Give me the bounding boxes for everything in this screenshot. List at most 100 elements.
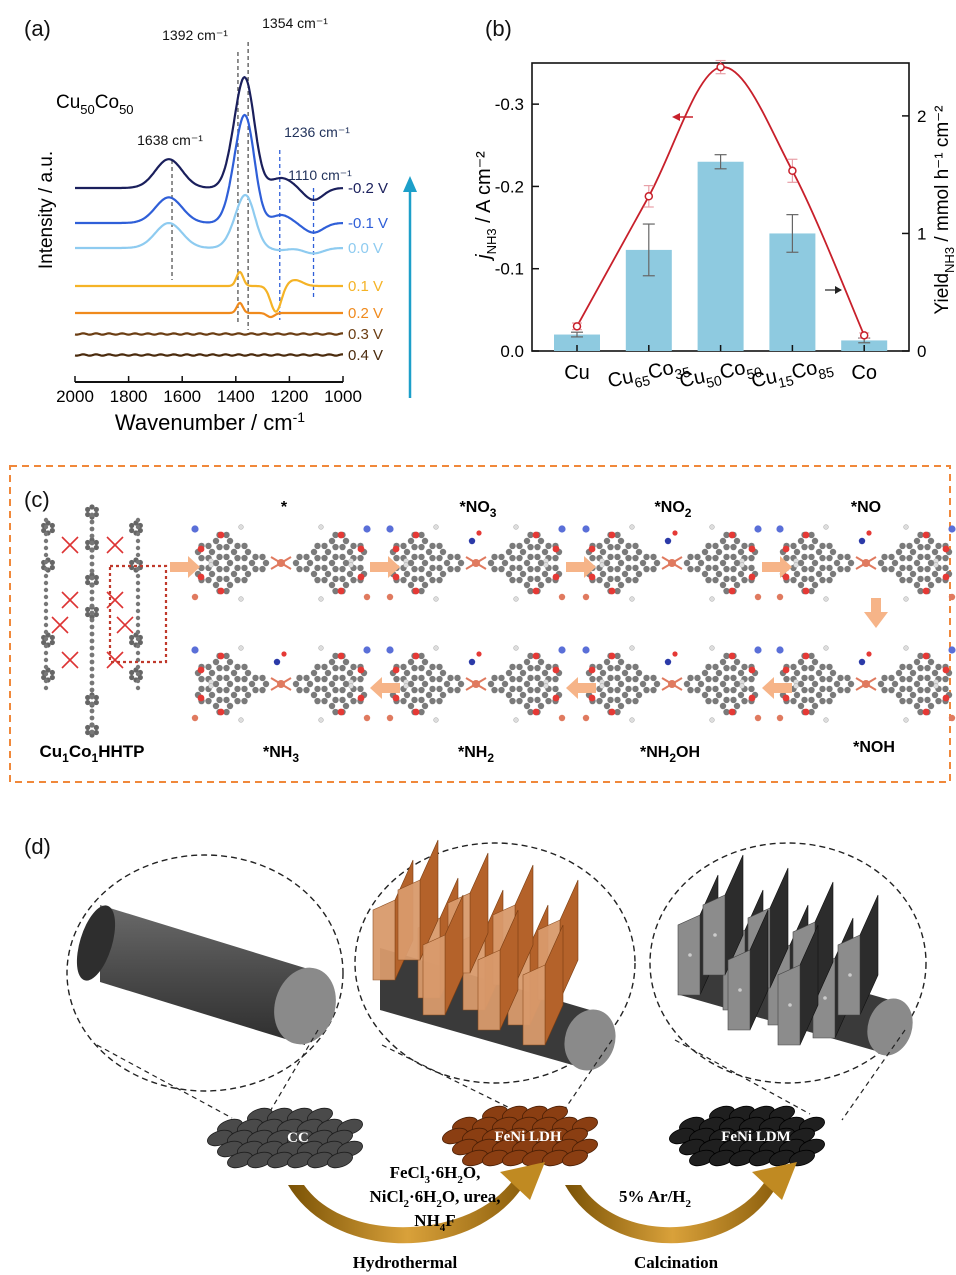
- a-series-label: 0.4 V: [348, 347, 383, 364]
- mof-fragment: [386, 645, 566, 723]
- a-peak-label: 1236 cm⁻¹: [284, 124, 350, 140]
- left-axis-arrowhead: [672, 113, 680, 121]
- intermediate-label: *NO3: [460, 499, 497, 520]
- panel-a-ylabel: Intensity / a.u.: [36, 151, 57, 269]
- panel-b-ylabel-right: YieldNH3 / mmol h⁻¹ cm⁻²: [932, 105, 956, 314]
- a-xtick-label: 2000: [56, 387, 94, 406]
- mof-fragment: [582, 645, 762, 723]
- a-curve-02V: [75, 301, 343, 319]
- a-series-label: -0.1 V: [348, 215, 388, 232]
- mof-fragment: [191, 524, 371, 602]
- ldh-fiber: [372, 839, 616, 1071]
- step-arrow: [370, 556, 400, 578]
- intermediate-label: *NH3: [263, 744, 299, 765]
- cloth-cc: [207, 1107, 363, 1169]
- panel-a-sample: Cu50Co50: [56, 92, 134, 117]
- panel-a-axes: 2000 1800 1600 1400 1200 1000 Wavenumber / cm…: [36, 151, 362, 435]
- step-calcination: Calcination: [634, 1253, 719, 1272]
- zoom-connectors: [96, 1029, 906, 1126]
- step-arrow: [566, 677, 596, 699]
- cc-label: CC: [287, 1130, 309, 1146]
- reagents-line-1: FeCl3·6H2O,: [390, 1163, 481, 1186]
- a-series-label: 0.0 V: [348, 240, 383, 257]
- b-line-point: [788, 166, 797, 176]
- step-arrow: [566, 556, 596, 578]
- mof-fragment: [386, 524, 566, 602]
- reagents-line-2: NiCl2·6H2O, urea,: [369, 1187, 500, 1210]
- framework-label: Cu1Co1HHTP: [40, 742, 145, 765]
- mof-fragment: [191, 645, 371, 723]
- a-xtick-label: 1200: [270, 387, 308, 406]
- panel-c-letter: (c): [24, 487, 50, 512]
- a-curve-03V: [74, 332, 343, 336]
- mof-fragment: [582, 524, 762, 602]
- a-series-label: 0.3 V: [348, 326, 383, 343]
- panel-b-chart: 0.0 -0.1 -0.2 -0.3 0 1 2 Cu Cu65Co35Cu50Co50Cu…: [473, 59, 956, 397]
- b-left-tick-label: -0.2: [495, 177, 524, 196]
- b-left-tick-label: 0.0: [500, 342, 524, 361]
- b-right-tick-label: 0: [917, 342, 926, 361]
- panel-b-ylabel-left: jNH3 / A cm⁻²: [473, 151, 499, 262]
- a-peak-label: 1638 cm⁻¹: [137, 132, 203, 148]
- b-category-label: Co: [851, 362, 877, 384]
- carbon-cloth-fiber: [76, 905, 336, 1045]
- zoom-circle-ldm: [649, 842, 927, 1084]
- panel-d-letter: (d): [24, 834, 51, 859]
- mof-fragment: [776, 645, 956, 723]
- step-arrow: [762, 677, 792, 699]
- a-xtick-label: 1800: [110, 387, 148, 406]
- b-bar: [554, 334, 600, 351]
- intermediate-label: *: [281, 499, 288, 516]
- panel-a-letter: (a): [24, 16, 51, 41]
- panel-c-frame: [9, 465, 951, 783]
- a-peak-label: 1110 cm⁻¹: [288, 167, 352, 183]
- b-bar: [769, 233, 816, 351]
- gas-label: 5% Ar/H2: [619, 1187, 692, 1210]
- ldm-fiber: [677, 854, 913, 1056]
- b-line-point: [644, 192, 654, 201]
- calcination-arrow: [565, 1180, 780, 1244]
- a-series-label: 0.1 V: [348, 278, 383, 295]
- a-curve-04V: [74, 353, 343, 357]
- cloth-ldm: [669, 1105, 825, 1167]
- b-left-tick-label: -0.1: [495, 260, 524, 279]
- potential-arrow-head: [403, 176, 417, 192]
- a-peak-label: 1392 cm⁻¹: [162, 27, 228, 43]
- intermediate-label: *NOH: [853, 739, 895, 756]
- ldm-label: FeNi LDM: [721, 1129, 791, 1145]
- calcination-arrowhead: [752, 1162, 797, 1200]
- framework-selection: [108, 564, 168, 664]
- panel-b-letter: (b): [485, 16, 512, 41]
- b-category-label: Cu65Co35: [606, 354, 692, 397]
- intermediate-label: *NO2: [655, 499, 692, 520]
- b-line-point: [716, 62, 725, 72]
- b-category-label: Cu: [564, 362, 590, 384]
- reagents-line-3: NH4F: [414, 1211, 455, 1234]
- a-curve-01V: [75, 270, 343, 313]
- a-xtick-label: 1000: [324, 387, 362, 406]
- intermediate-label: *NH2OH: [640, 744, 700, 765]
- hydrothermal-arrowhead: [500, 1162, 545, 1200]
- b-right-tick-label: 2: [917, 107, 926, 126]
- intermediate-label: *NO: [851, 499, 881, 516]
- step-hydrothermal: Hydrothermal: [353, 1253, 458, 1272]
- b-right-tick-label: 1: [917, 224, 926, 243]
- a-curve--01V: [75, 113, 343, 234]
- step-arrow: [170, 556, 200, 578]
- a-series-label: -0.2 V: [348, 180, 388, 197]
- b-category-label: Cu15Co85: [749, 354, 835, 397]
- step-arrow: [762, 556, 792, 578]
- mof-framework: [41, 504, 168, 738]
- panel-a-xlabel: Wavenumber / cm-1: [115, 409, 305, 435]
- a-xtick-label: 1400: [217, 387, 255, 406]
- a-series-label: 0.2 V: [348, 305, 383, 322]
- zoom-circle-cc: [66, 854, 344, 1092]
- a-curve-00V: [75, 193, 343, 255]
- hydrothermal-arrow: [288, 1180, 527, 1244]
- a-peak-label: 1354 cm⁻¹: [262, 15, 328, 31]
- ldh-label: FeNi LDH: [494, 1129, 561, 1145]
- b-line-point: [859, 331, 869, 340]
- a-curve--02V: [75, 75, 344, 201]
